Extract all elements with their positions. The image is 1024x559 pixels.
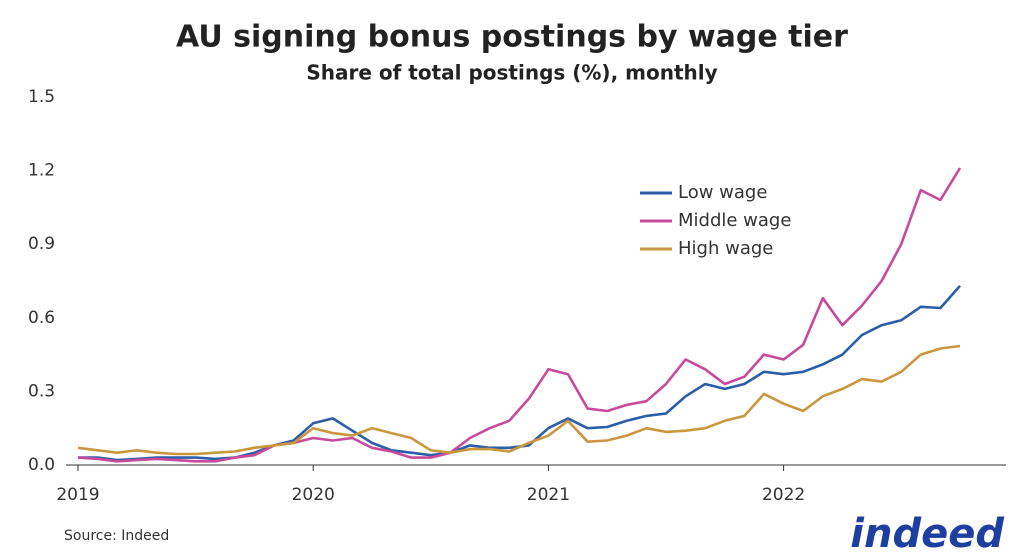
y-tick-label: 0.6 xyxy=(28,308,55,328)
source: Source: Indeed xyxy=(64,528,169,544)
legend-label: Middle wage xyxy=(678,210,791,231)
y-tick-label: 0.9 xyxy=(28,234,55,254)
chart-title: AU signing bonus postings by wage tier xyxy=(176,20,848,55)
y-tick-label: 1.5 xyxy=(28,87,55,107)
y-tick-label: 1.2 xyxy=(28,161,55,181)
line-series xyxy=(78,285,961,462)
line-series xyxy=(77,167,962,463)
x-tick-label: 2020 xyxy=(292,485,335,505)
legend-label: High wage xyxy=(678,238,773,259)
x-tick-label: 2021 xyxy=(527,485,570,505)
chart-subtitle: Share of total postings (%), monthly xyxy=(306,61,717,85)
y-tick-label: 0.0 xyxy=(28,455,55,475)
legend-label: Low wage xyxy=(678,182,767,203)
x-tick-label: 2022 xyxy=(762,485,805,505)
logo: indeed xyxy=(850,511,1004,557)
y-tick-label: 0.3 xyxy=(28,381,55,401)
line-series xyxy=(77,344,961,456)
x-tick-label: 2019 xyxy=(56,485,99,505)
